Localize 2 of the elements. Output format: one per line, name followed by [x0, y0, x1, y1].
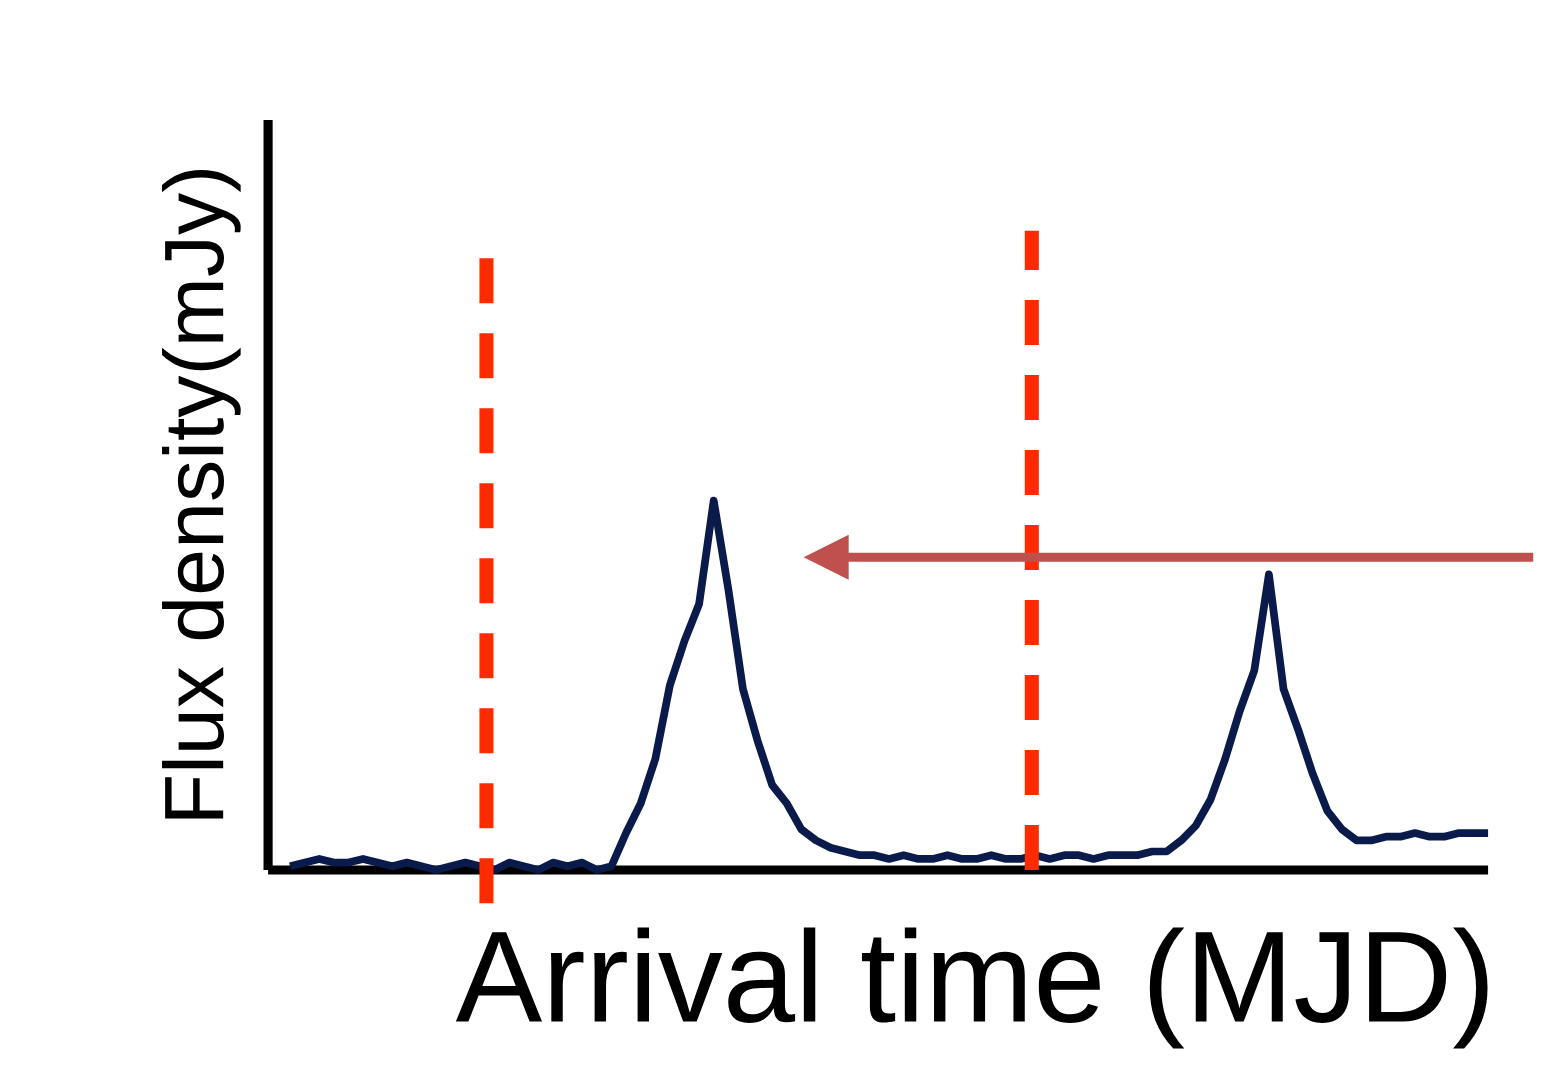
y-axis-title: Flux density(mJy)	[162, 169, 241, 819]
x-axis-title: Arrival time (MJD)	[455, 927, 1488, 1049]
